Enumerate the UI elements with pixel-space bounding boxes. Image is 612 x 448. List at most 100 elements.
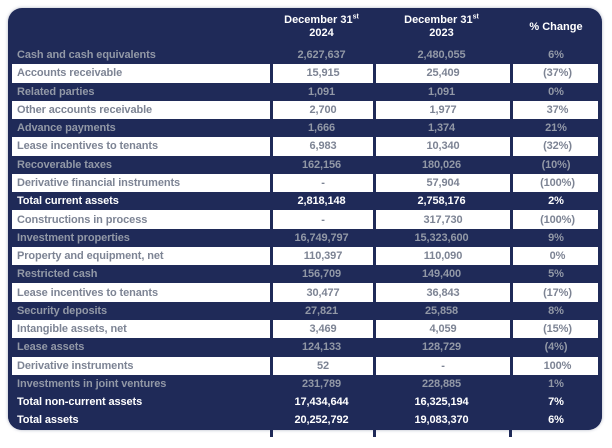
value-dec-2024: 52	[270, 356, 373, 375]
value-dec-2023: 228,885	[421, 377, 462, 390]
pct-change-value: (17%)	[510, 283, 602, 302]
row-label: Total current assets	[17, 195, 119, 208]
value-dec-2023: 110,090	[373, 246, 510, 266]
table-row: Total non-current assets 17,434,644 16,3…	[8, 393, 602, 412]
header-dec-2024-year: 2024	[309, 27, 334, 39]
pct-change-value: (100%)	[510, 173, 602, 193]
value-dec-2023: 2,480,055	[417, 49, 466, 62]
row-label: Security deposits	[17, 304, 107, 317]
value-dec-2024: 15,915	[270, 64, 373, 83]
value-dec-2024: 27,821	[304, 304, 339, 317]
pct-change-value: 21%	[545, 122, 567, 135]
row-label: Lease assets	[17, 341, 85, 354]
row-label: Accounts receivable	[17, 67, 123, 80]
table-body: Cash and cash equivalents 2,627,637 2,48…	[8, 46, 602, 430]
pct-change-value: (32%)	[510, 137, 602, 156]
table-row: Derivative financial instruments - 57,90…	[8, 173, 602, 193]
table-row: Intangible assets, net 3,469 4,059 (15%)	[8, 319, 602, 339]
pct-change-value: (37%)	[510, 64, 602, 83]
header-dec-2023-year: 2023	[429, 27, 454, 39]
row-label: Investment properties	[17, 231, 130, 244]
table-row: Advance payments 1,666 1,374 21%	[8, 119, 602, 138]
column-border-tick	[509, 428, 512, 437]
value-dec-2023: 19,083,370	[414, 414, 469, 427]
row-label: Derivative instruments	[17, 359, 134, 372]
value-dec-2024: 124,133	[301, 341, 342, 354]
value-dec-2024: -	[270, 173, 373, 193]
header-dec-2023: December 31st 2023	[373, 8, 510, 46]
value-dec-2023: 57,904	[373, 173, 510, 193]
row-label: Cash and cash equivalents	[17, 49, 156, 62]
pct-change-value: 0%	[548, 85, 564, 98]
row-label: Other accounts receivable	[17, 103, 153, 116]
pct-change-value: (15%)	[510, 319, 602, 339]
row-label: Lease incentives to tenants	[17, 286, 158, 299]
header-empty-cell	[8, 8, 270, 46]
column-border-tick	[270, 428, 273, 437]
value-dec-2023: 16,325,194	[414, 396, 469, 409]
value-dec-2024: 30,477	[270, 283, 373, 302]
row-label: Investments in joint ventures	[17, 377, 167, 390]
table-row: Lease assets 124,133 128,729 (4%)	[8, 338, 602, 357]
value-dec-2023: 10,340	[373, 137, 510, 156]
pct-change-value: 7%	[548, 396, 564, 409]
pct-change-value: 8%	[548, 304, 564, 317]
table-row: Security deposits 27,821 25,858 8%	[8, 301, 602, 320]
row-label: Total non-current assets	[17, 396, 143, 409]
ordinal-superscript: st	[472, 13, 479, 21]
value-dec-2023: 36,843	[373, 283, 510, 302]
value-dec-2023: 15,323,600	[414, 231, 469, 244]
pct-change-value: (10%)	[541, 158, 571, 171]
table-row: Recoverable taxes 162,156 180,026 (10%)	[8, 155, 602, 174]
ordinal-superscript: st	[352, 13, 359, 21]
table-row: Related parties 1,091 1,091 0%	[8, 82, 602, 101]
balance-sheet-table: December 31st 2024 December 31st 2023 % …	[8, 8, 602, 430]
value-dec-2024: 2,700	[270, 100, 373, 120]
row-label: Property and equipment, net	[17, 250, 164, 263]
value-dec-2023: 2,758,176	[417, 195, 466, 208]
value-dec-2024: -	[270, 210, 373, 229]
pct-change-value: 6%	[548, 414, 564, 427]
value-dec-2024: 20,252,792	[294, 414, 349, 427]
value-dec-2024: 110,397	[270, 246, 373, 266]
row-label: Intangible assets, net	[17, 323, 127, 336]
header-dec-2023-date: December 31st	[404, 13, 479, 26]
value-dec-2024: 162,156	[301, 158, 342, 171]
row-label: Advance payments	[17, 122, 116, 135]
header-pct-change: % Change	[529, 20, 583, 33]
value-dec-2023: 1,977	[373, 100, 510, 120]
header-dec-2024-date: December 31st	[284, 13, 359, 26]
value-dec-2024: 1,666	[307, 122, 336, 135]
table-row: Constructions in process - 317,730 (100%…	[8, 210, 602, 229]
column-border-tick	[373, 428, 376, 437]
row-label: Total assets	[17, 414, 79, 427]
value-dec-2023: 25,409	[373, 64, 510, 83]
value-dec-2024: 16,749,797	[294, 231, 349, 244]
value-dec-2023: 317,730	[373, 210, 510, 229]
value-dec-2023: 180,026	[421, 158, 462, 171]
value-dec-2024: 156,709	[301, 268, 342, 281]
table-row: Lease incentives to tenants 6,983 10,340…	[8, 137, 602, 156]
table-header-row: December 31st 2024 December 31st 2023 % …	[8, 8, 602, 46]
table-row: Accounts receivable 15,915 25,409 (37%)	[8, 64, 602, 83]
pct-change-value: 9%	[548, 231, 564, 244]
row-label: Derivative financial instruments	[17, 176, 181, 189]
value-dec-2023: 1,374	[427, 122, 456, 135]
pct-change-value: 1%	[548, 377, 564, 390]
pct-change-value: 6%	[548, 49, 564, 62]
table-row: Investments in joint ventures 231,789 22…	[8, 374, 602, 394]
pct-change-value: 0%	[510, 246, 602, 266]
value-dec-2023: -	[373, 356, 510, 375]
value-dec-2024: 3,469	[270, 319, 373, 339]
pct-change-value: (4%)	[544, 341, 568, 354]
row-label: Constructions in process	[17, 213, 148, 226]
table-row: Total current assets 2,818,148 2,758,176…	[8, 192, 602, 211]
row-label: Related parties	[17, 85, 95, 98]
value-dec-2024: 2,627,637	[297, 49, 346, 62]
table-row: Other accounts receivable 2,700 1,977 37…	[8, 100, 602, 120]
table-row: Derivative instruments 52 - 100%	[8, 356, 602, 375]
pct-change-value: 2%	[548, 195, 564, 208]
table-row: Property and equipment, net 110,397 110,…	[8, 246, 602, 266]
value-dec-2023: 149,400	[421, 268, 462, 281]
pct-change-value: 5%	[548, 268, 564, 281]
